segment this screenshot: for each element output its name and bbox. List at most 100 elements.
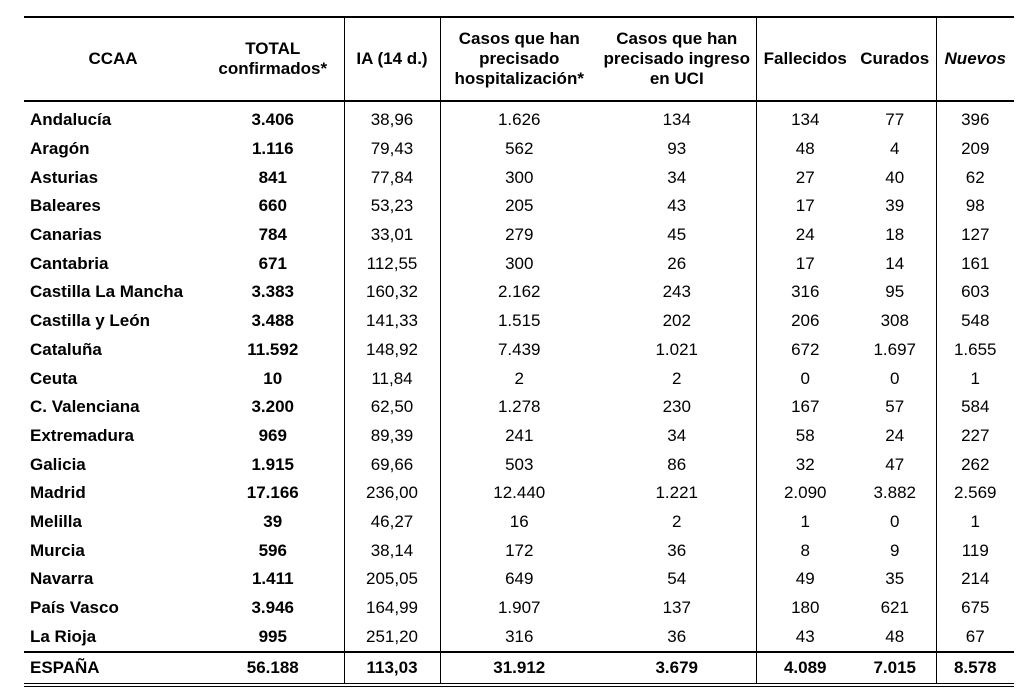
- cell-fallecidos: 58: [755, 421, 854, 451]
- cell-nuevos: 98: [935, 192, 1014, 221]
- cell-uci: 1.021: [655, 339, 699, 359]
- cell-hosp: 1.278: [439, 392, 598, 422]
- cell-total: 10: [263, 368, 283, 388]
- table-row: Galicia 1.915 69,66 503 86 32 47 262: [24, 450, 1014, 479]
- cell-curados: 95: [885, 282, 905, 302]
- cell-hosp: 503: [439, 450, 598, 479]
- cell-ia: 205,05: [343, 565, 440, 594]
- cell-nuevos: 548: [935, 306, 1014, 336]
- cell-uci: 86: [667, 454, 687, 474]
- cell-hosp: 649: [439, 565, 598, 594]
- cell-uci: 202: [662, 311, 691, 331]
- cell-total: 969: [258, 425, 287, 445]
- cell-ccaa: La Rioja: [30, 626, 97, 646]
- header-total: TOTAL confirmados*: [202, 16, 344, 102]
- total-fallecidos: 4.089: [755, 651, 854, 688]
- table-row: Navarra 1.411 205,05 649 54 49 35 214: [24, 565, 1014, 594]
- cell-ccaa: Cataluña: [30, 339, 102, 359]
- cell-curados: 621: [880, 598, 909, 618]
- table-row: Cantabria 671 112,55 300 26 17 14 161: [24, 249, 1014, 279]
- header-curados: Curados: [854, 16, 936, 102]
- cell-ia: 38,14: [343, 536, 440, 565]
- cell-total: 3.200: [251, 397, 295, 417]
- cell-nuevos: 1: [935, 507, 1014, 537]
- total-nuevos: 8.578: [935, 651, 1014, 688]
- table-row: Baleares 660 53,23 205 43 17 39 98: [24, 192, 1014, 221]
- cell-total: 841: [258, 167, 287, 187]
- cell-ia: 53,23: [343, 192, 440, 221]
- cell-curados: 0: [890, 511, 900, 531]
- cell-hosp: 12.440: [439, 478, 598, 508]
- cell-hosp: 16: [439, 507, 598, 537]
- cell-ia: 77,84: [343, 163, 440, 193]
- cell-curados: 57: [885, 397, 905, 417]
- total-uci: 3.679: [598, 651, 756, 688]
- cell-uci: 43: [667, 196, 687, 216]
- cell-fallecidos: 316: [755, 278, 854, 307]
- total-hosp: 31.912: [439, 651, 598, 688]
- covid-cases-table-container: CCAA TOTAL confirmados* IA (14 d.) Casos…: [24, 16, 1014, 688]
- cell-uci: 45: [667, 225, 687, 245]
- total-ccaa: ESPAÑA: [24, 651, 202, 688]
- cell-ia: 69,66: [343, 450, 440, 479]
- cell-curados: 24: [885, 425, 905, 445]
- cell-curados: 47: [885, 454, 905, 474]
- cell-fallecidos: 672: [755, 335, 854, 365]
- cell-total: 995: [258, 626, 287, 646]
- cell-fallecidos: 134: [755, 101, 854, 135]
- cell-nuevos: 214: [935, 565, 1014, 594]
- cell-nuevos: 262: [935, 450, 1014, 479]
- cell-total: 1.116: [251, 139, 294, 159]
- cell-ccaa: Castilla La Mancha: [30, 282, 184, 302]
- total-row: ESPAÑA 56.188 113,03 31.912 3.679 4.089 …: [24, 651, 1014, 688]
- cell-total: 660: [258, 196, 287, 216]
- cell-ccaa: Melilla: [30, 511, 82, 531]
- total-total: 56.188: [202, 651, 344, 688]
- cell-nuevos: 584: [935, 392, 1014, 422]
- cell-curados: 39: [885, 196, 905, 216]
- total-ia: 113,03: [343, 651, 440, 688]
- cell-ccaa: Aragón: [30, 139, 90, 159]
- cell-ccaa: C. Valenciana: [30, 397, 140, 417]
- table-row: Aragón 1.116 79,43 562 93 48 4 209: [24, 134, 1014, 164]
- header-hosp: Casos que han precisado hospitalización*: [439, 16, 598, 102]
- cell-hosp: 1.626: [439, 101, 598, 135]
- cell-hosp: 1.515: [439, 306, 598, 336]
- cell-curados: 0: [890, 368, 900, 388]
- cell-curados: 77: [885, 110, 905, 130]
- cell-hosp: 2: [439, 364, 598, 393]
- cell-curados: 18: [885, 225, 905, 245]
- cell-nuevos: 1: [935, 364, 1014, 393]
- cell-uci: 26: [667, 253, 687, 273]
- cell-curados: 9: [890, 540, 900, 560]
- cell-nuevos: 396: [935, 101, 1014, 135]
- cell-nuevos: 1.655: [935, 335, 1014, 365]
- cell-nuevos: 2.569: [935, 478, 1014, 508]
- cell-fallecidos: 8: [755, 536, 854, 565]
- header-fallecidos: Fallecidos: [755, 16, 854, 102]
- cell-total: 39: [263, 511, 283, 531]
- table-row: Melilla 39 46,27 16 2 1 0 1: [24, 507, 1014, 537]
- cell-ccaa: Galicia: [30, 454, 86, 474]
- cell-ia: 38,96: [343, 101, 440, 135]
- cell-nuevos: 161: [935, 249, 1014, 279]
- cell-ccaa: Navarra: [30, 569, 94, 589]
- cell-total: 3.946: [251, 598, 295, 618]
- cell-total: 17.166: [246, 483, 299, 503]
- cell-ia: 141,33: [343, 306, 440, 336]
- cell-total: 784: [258, 225, 287, 245]
- cell-curados: 40: [885, 167, 905, 187]
- cell-curados: 308: [880, 311, 909, 331]
- cell-hosp: 300: [439, 249, 598, 279]
- cell-uci: 93: [667, 139, 687, 159]
- total-curados: 7.015: [854, 651, 936, 688]
- cell-curados: 1.697: [873, 339, 917, 359]
- cell-uci: 137: [662, 598, 691, 618]
- table-row: Andalucía 3.406 38,96 1.626 134 134 77 396: [24, 101, 1014, 135]
- cell-hosp: 2.162: [439, 278, 598, 307]
- cell-ccaa: Canarias: [30, 225, 102, 245]
- table-row: Castilla y León 3.488 141,33 1.515 202 206 308…: [24, 306, 1014, 336]
- cell-fallecidos: 0: [755, 364, 854, 393]
- cell-ccaa: Murcia: [30, 540, 85, 560]
- cell-fallecidos: 32: [755, 450, 854, 479]
